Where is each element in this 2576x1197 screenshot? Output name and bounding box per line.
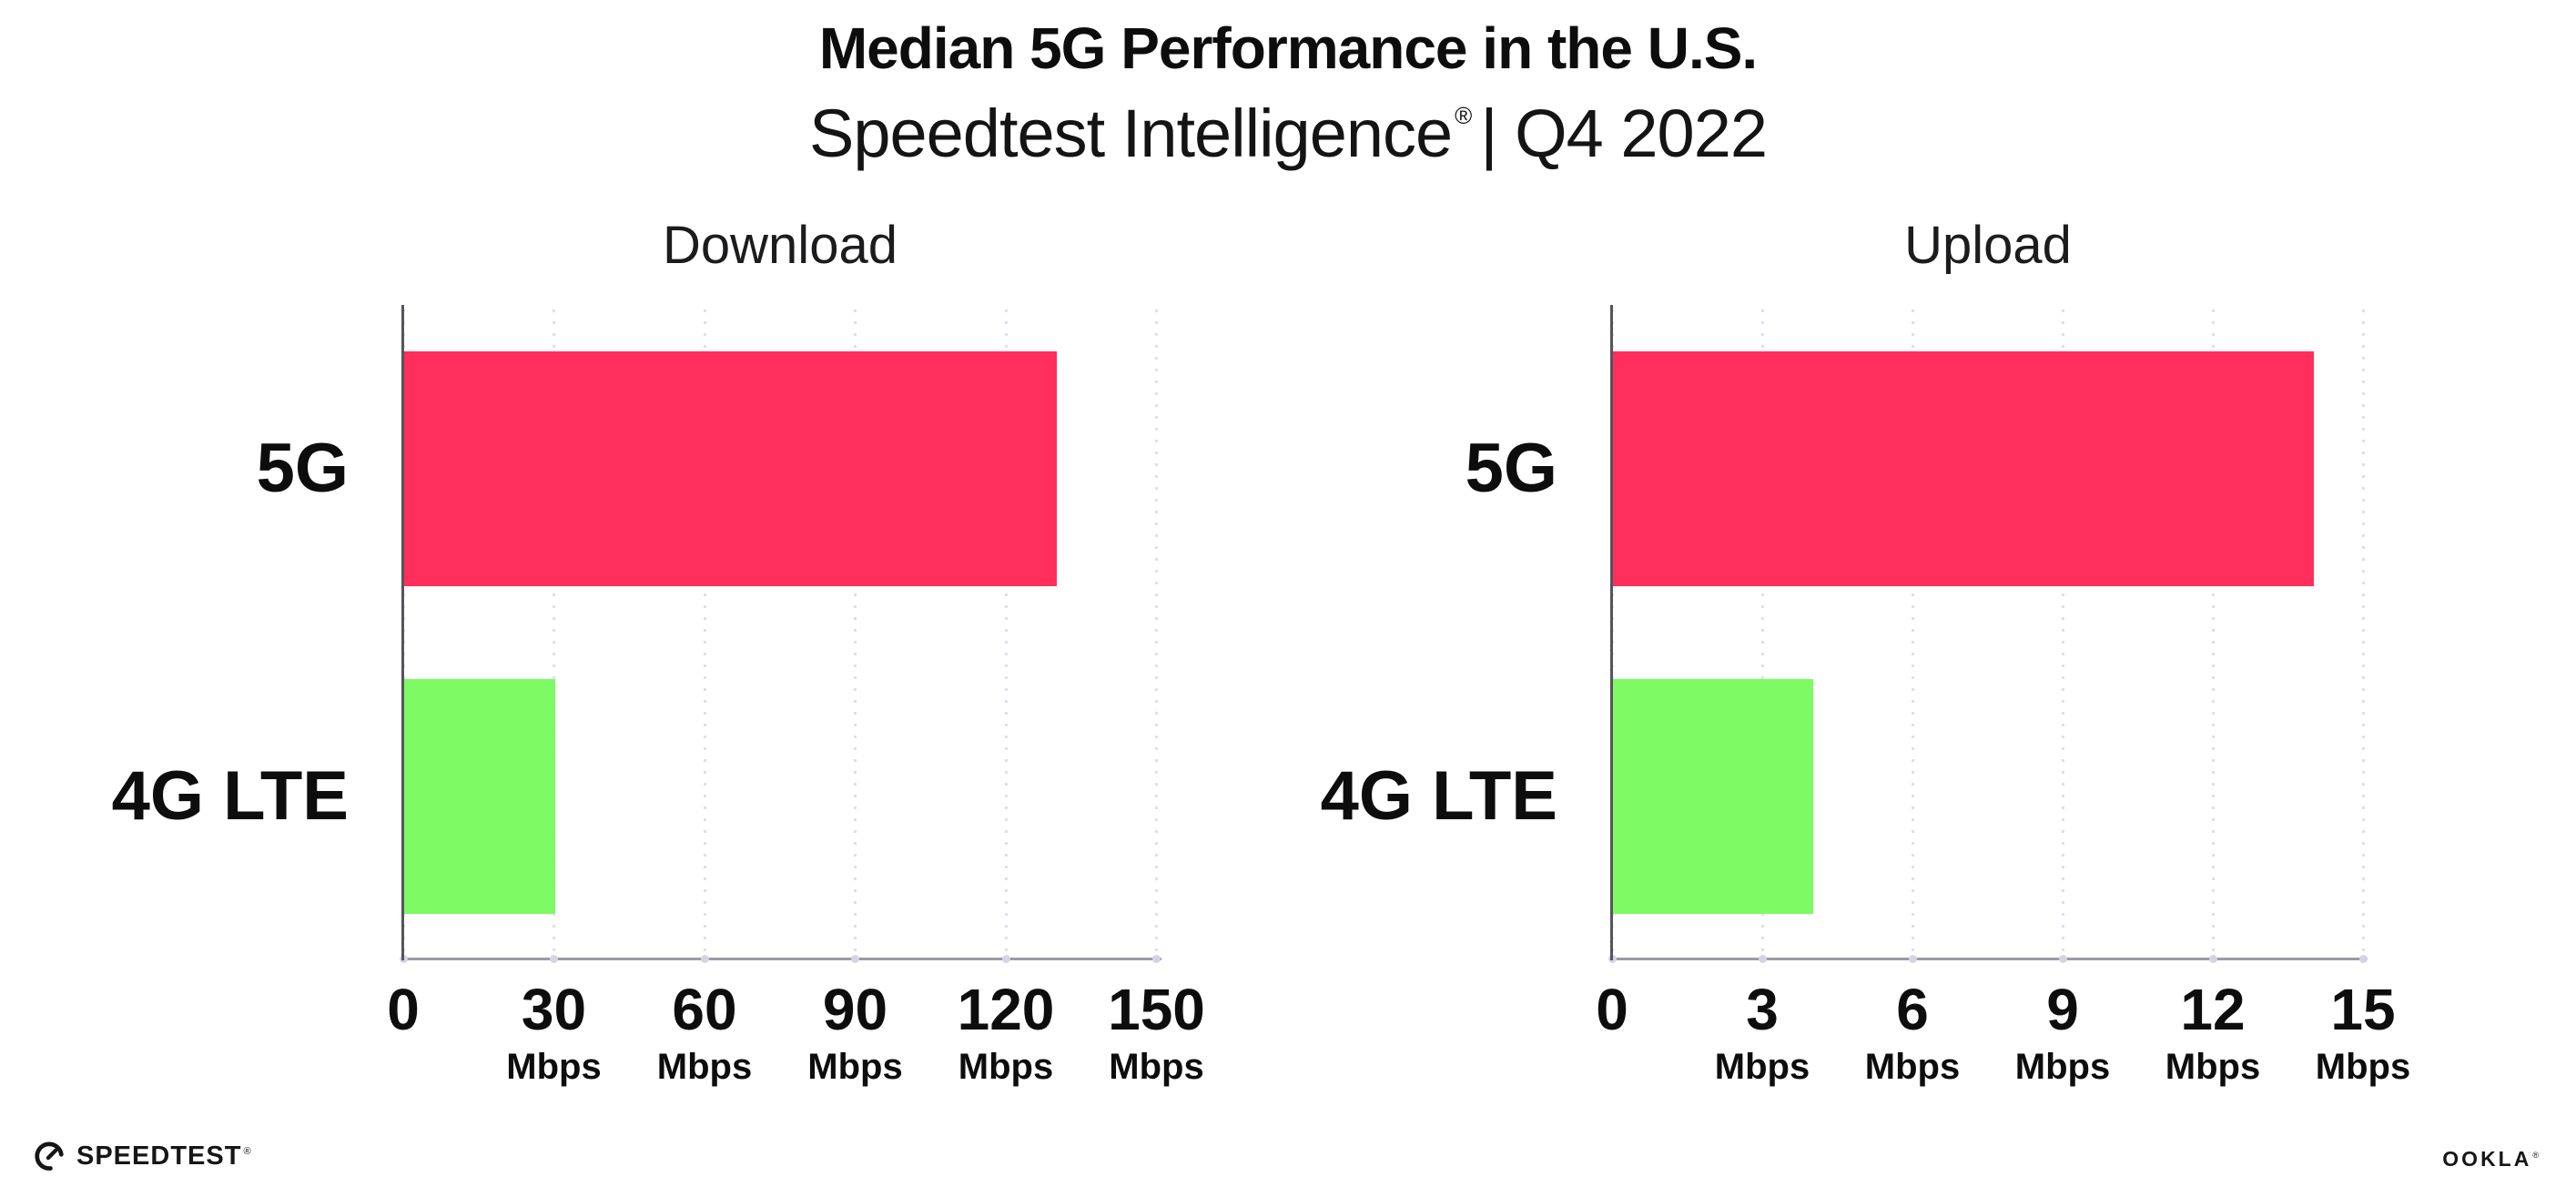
tick-label: 0 bbox=[387, 977, 420, 1042]
bar-5g bbox=[1613, 351, 2314, 586]
tick-unit-label: Mbps bbox=[2165, 1047, 2261, 1087]
tick-unit-label: Mbps bbox=[506, 1047, 602, 1087]
speedtest-logo: SPEEDTEST ® bbox=[33, 1140, 252, 1173]
tick-unit-label: Mbps bbox=[1714, 1047, 1810, 1087]
tick-label: 90 bbox=[822, 977, 888, 1042]
tick-label: 9 bbox=[2046, 977, 2079, 1042]
speedtest-registered-mark-icon: ® bbox=[243, 1146, 252, 1157]
category-label-5g: 5G bbox=[256, 430, 349, 507]
axis-tick-dot bbox=[851, 955, 859, 963]
y-axis bbox=[1610, 305, 1613, 960]
ookla-logo: OOKLA® bbox=[2442, 1147, 2541, 1172]
y-axis bbox=[401, 305, 404, 960]
subtitle-period: | Q4 2022 bbox=[1480, 96, 1768, 171]
page-title: Median 5G Performance in the U.S. bbox=[818, 15, 1758, 81]
gridline bbox=[1910, 305, 1915, 958]
speedtest-wordmark: SPEEDTEST ® bbox=[76, 1141, 252, 1172]
tick-label: 3 bbox=[1746, 977, 1779, 1042]
ookla-registered-mark-icon: ® bbox=[2532, 1151, 2541, 1160]
gridline bbox=[2360, 305, 2366, 958]
tick-unit-label: Mbps bbox=[2315, 1047, 2411, 1087]
subtitle-brand: Speedtest Intelligence bbox=[808, 96, 1453, 171]
tick-unit-label: Mbps bbox=[958, 1047, 1054, 1087]
speedtest-gauge-icon bbox=[33, 1140, 66, 1173]
bar-4g-lte bbox=[1613, 679, 1813, 914]
gridline bbox=[1760, 305, 1765, 958]
tick-unit-label: Mbps bbox=[656, 1047, 753, 1087]
gridline bbox=[702, 305, 707, 958]
speedtest-label: SPEEDTEST bbox=[76, 1141, 242, 1171]
axis-tick-dot bbox=[1908, 955, 1917, 963]
tick-unit-label: Mbps bbox=[1864, 1047, 1961, 1087]
chart-title: Download bbox=[663, 216, 898, 275]
bar-4g-lte bbox=[404, 679, 555, 914]
tick-label: 12 bbox=[2180, 977, 2246, 1042]
tick-label: 0 bbox=[1596, 977, 1628, 1042]
ookla-label: OOKLA bbox=[2442, 1147, 2532, 1171]
gridline bbox=[1003, 305, 1009, 958]
gridline bbox=[1154, 305, 1159, 958]
category-label-5g: 5G bbox=[1465, 430, 1557, 507]
axis-tick-dot bbox=[700, 955, 709, 963]
axis-tick-dot bbox=[1758, 955, 1767, 963]
category-label-4g-lte: 4G LTE bbox=[1320, 757, 1557, 835]
tick-unit-label: Mbps bbox=[2014, 1047, 2111, 1087]
gridline bbox=[853, 305, 857, 958]
x-axis bbox=[401, 958, 1161, 960]
axis-tick-dot bbox=[550, 955, 558, 963]
axis-tick-dot bbox=[2058, 955, 2067, 963]
tick-unit-label: Mbps bbox=[1109, 1047, 1204, 1087]
axis-tick-dot bbox=[2358, 955, 2368, 963]
gridline bbox=[2210, 305, 2216, 958]
category-label-4g-lte: 4G LTE bbox=[111, 757, 349, 835]
gridline bbox=[552, 305, 556, 958]
tick-label: 120 bbox=[957, 977, 1055, 1042]
x-axis bbox=[1610, 958, 2368, 960]
chart-title: Upload bbox=[1904, 216, 2072, 275]
tick-unit-label: Mbps bbox=[807, 1047, 903, 1087]
tick-label: 30 bbox=[521, 977, 587, 1042]
gridline bbox=[2060, 305, 2065, 958]
tick-label: 6 bbox=[1896, 977, 1929, 1042]
axis-tick-dot bbox=[2208, 955, 2217, 963]
tick-label: 15 bbox=[2330, 977, 2396, 1042]
tick-label: 60 bbox=[672, 977, 737, 1042]
registered-mark-icon: ® bbox=[1455, 102, 1472, 129]
axis-tick-dot bbox=[1152, 955, 1161, 963]
tick-label: 150 bbox=[1108, 977, 1205, 1042]
axis-tick-dot bbox=[1001, 955, 1010, 963]
page-subtitle: Speedtest Intelligence ® | Q4 2022 bbox=[0, 95, 2576, 172]
bar-5g bbox=[404, 351, 1058, 586]
